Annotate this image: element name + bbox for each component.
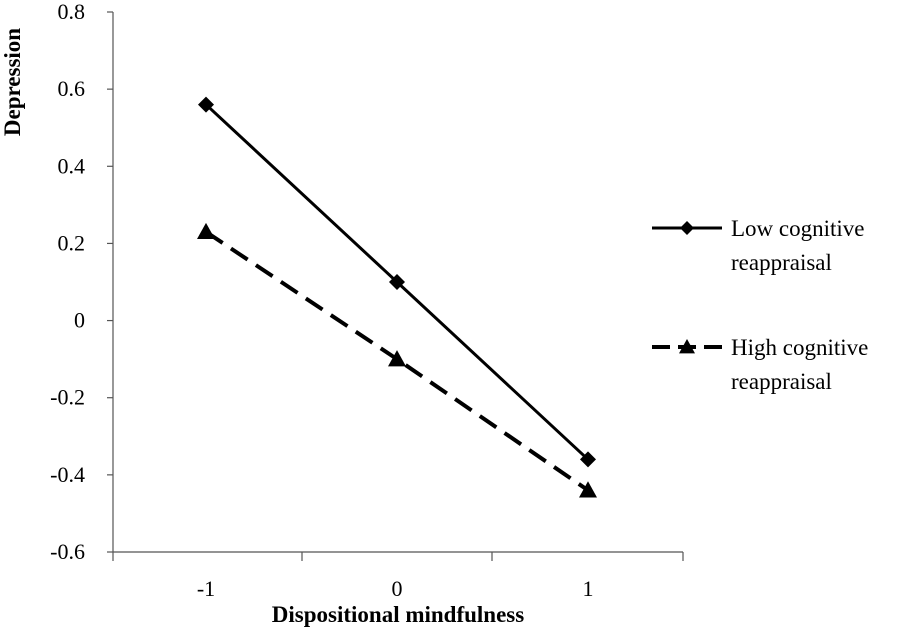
legend-marker-diamond xyxy=(680,221,694,235)
legend-label: High cognitive xyxy=(731,335,868,360)
legend-label: Low cognitive xyxy=(731,216,865,241)
data-point-triangle xyxy=(579,481,597,498)
y-axis-ticks: 0.8 0.6 0.4 0.2 0 -0.2 -0.4 -0.6 xyxy=(50,0,113,564)
legend-marker-triangle xyxy=(679,339,695,354)
legend-item: Low cognitive reappraisal xyxy=(652,216,865,275)
x-axis-ticks: -1 0 1 xyxy=(112,552,684,601)
series-layer xyxy=(197,96,597,498)
y-tick-label: 0.6 xyxy=(58,76,86,101)
x-tick-label: -1 xyxy=(197,576,215,601)
y-tick-label: -0.6 xyxy=(50,539,85,564)
y-axis-title: Depression xyxy=(0,28,25,136)
data-point-triangle xyxy=(197,222,215,240)
data-point-diamond xyxy=(389,274,405,290)
y-tick-label: -0.2 xyxy=(50,385,85,410)
legend-item: High cognitive reappraisal xyxy=(652,335,868,394)
x-tick-label: 1 xyxy=(583,576,594,601)
y-tick-label: 0.4 xyxy=(58,153,86,178)
y-tick-label: 0 xyxy=(74,308,85,333)
data-point-diamond xyxy=(580,451,596,468)
x-axis-title: Dispositional mindfulness xyxy=(272,602,524,627)
data-point-diamond xyxy=(198,96,214,113)
data-point-triangle xyxy=(388,350,406,367)
y-tick-label: 0.8 xyxy=(58,0,86,24)
legend-label: reappraisal xyxy=(731,250,832,275)
x-tick-label: 0 xyxy=(392,576,403,601)
series-low-cognitive-reappraisal xyxy=(198,96,596,468)
legend: Low cognitive reappraisal High cognitive re… xyxy=(652,216,868,394)
legend-label: reappraisal xyxy=(731,369,832,394)
y-tick-label: 0.2 xyxy=(58,230,86,255)
series-high-cognitive-reappraisal xyxy=(197,222,597,498)
y-tick-label: -0.4 xyxy=(50,462,85,487)
axes xyxy=(112,12,683,553)
